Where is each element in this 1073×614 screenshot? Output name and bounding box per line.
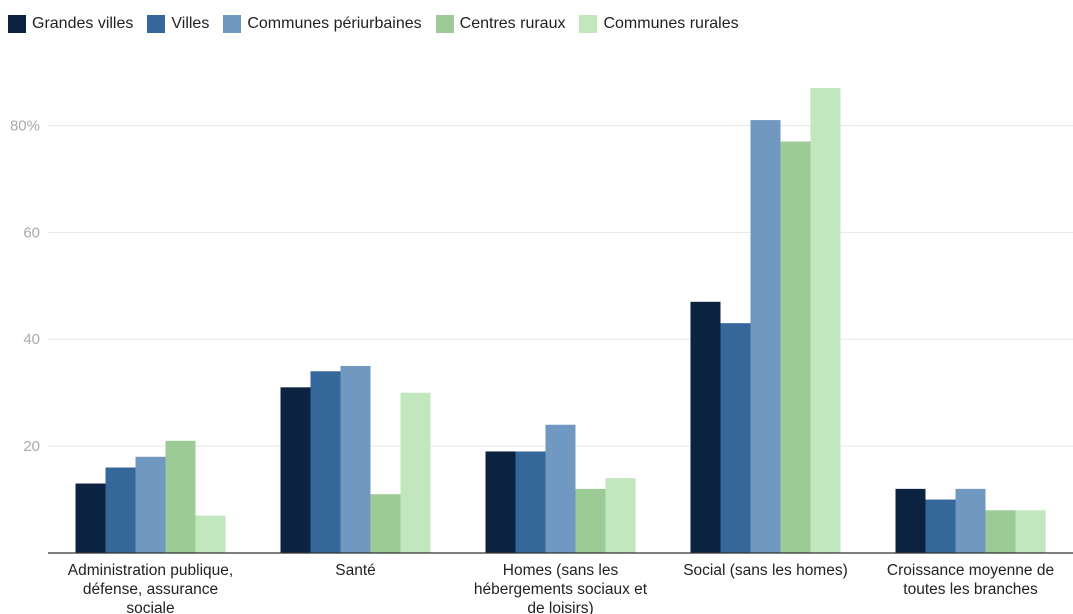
y-tick-label: 80% — [10, 117, 40, 134]
bar-communes-rurales — [195, 515, 226, 553]
x-category-label: Administration publique, — [68, 562, 233, 579]
legend-label: Communes périurbaines — [247, 15, 422, 32]
bar-grandes-villes — [895, 488, 926, 553]
x-category-label: de loisirs) — [527, 600, 593, 614]
y-tick-label: 20 — [23, 438, 40, 455]
chart-legend: Grandes villes Villes Communes périurbaine… — [8, 12, 753, 36]
x-category-label: sociale — [126, 600, 174, 614]
legend-swatch — [435, 15, 454, 33]
x-category-label: Homes (sans les — [503, 562, 619, 579]
bar-communes-rurales — [810, 88, 841, 554]
bar-communes-periurbaines — [955, 488, 986, 553]
x-category-label: Croissance moyenne de — [887, 562, 1054, 579]
legend-item-communes-periurbaines: Communes périurbaines — [223, 15, 422, 33]
bars — [75, 88, 1046, 554]
legend-label: Communes rurales — [603, 15, 739, 32]
bar-communes-periurbaines — [545, 424, 576, 553]
bar-villes — [310, 371, 341, 553]
bar-grandes-villes — [280, 387, 311, 553]
gridlines — [48, 124, 1073, 447]
x-category-label: défense, assurance — [83, 581, 218, 598]
x-category-label: toutes les branches — [903, 581, 1038, 598]
x-category-label: hébergements sociaux et — [474, 581, 648, 598]
bar-centres-ruraux — [985, 510, 1016, 553]
legend-label: Grandes villes — [32, 15, 134, 32]
y-tick-label: 40 — [23, 331, 40, 348]
legend-label: Villes — [171, 15, 210, 32]
y-axis-ticks: 20 40 60 80% — [10, 117, 40, 455]
legend-swatch — [8, 15, 26, 33]
bar-centres-ruraux — [165, 440, 196, 553]
bar-grandes-villes — [75, 483, 106, 553]
bar-grandes-villes — [690, 301, 721, 553]
legend-item-communes-rurales: Communes rurales — [579, 15, 739, 33]
bar-communes-rurales — [605, 478, 636, 553]
bar-communes-rurales — [1015, 510, 1046, 553]
bar-communes-periurbaines — [340, 365, 371, 553]
x-category-label: Social (sans les homes) — [683, 562, 848, 579]
bar-villes — [925, 499, 956, 553]
bar-centres-ruraux — [575, 488, 606, 553]
legend-swatch — [147, 15, 166, 33]
bar-villes — [105, 467, 136, 553]
legend-item-centres-ruraux: Centres ruraux — [435, 15, 566, 33]
bar-centres-ruraux — [780, 141, 811, 553]
bar-villes — [720, 323, 751, 553]
bar-grandes-villes — [485, 451, 516, 553]
bar-villes — [515, 451, 546, 553]
bar-communes-periurbaines — [750, 120, 781, 553]
bar-communes-rurales — [400, 392, 431, 553]
bar-communes-periurbaines — [135, 456, 166, 553]
legend-item-villes: Villes — [147, 15, 209, 33]
legend-swatch — [223, 15, 242, 33]
y-tick-label: 60 — [23, 224, 40, 241]
legend-item-grandes-villes: Grandes villes — [8, 15, 133, 33]
x-axis-labels: Administration publique, défense, assuran… — [68, 562, 1054, 614]
bar-centres-ruraux — [370, 494, 401, 553]
legend-swatch — [579, 15, 598, 33]
x-category-label: Santé — [335, 562, 376, 579]
legend-label: Centres ruraux — [459, 15, 566, 32]
